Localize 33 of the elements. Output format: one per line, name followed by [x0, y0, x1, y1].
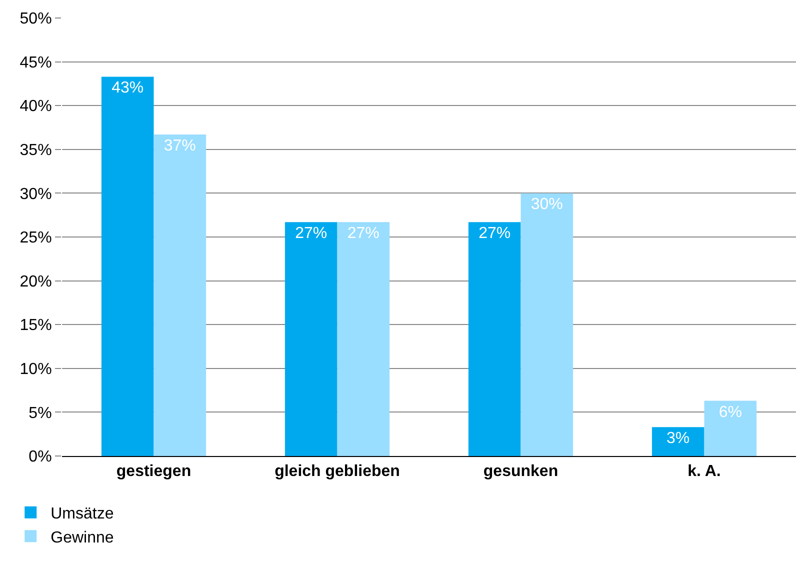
bar	[468, 222, 521, 456]
x-tick-label: k. A.	[688, 463, 721, 480]
y-tick-label: 45%	[20, 54, 52, 72]
x-tick-label: gleich geblieben	[274, 463, 400, 480]
data-label: 6%	[718, 404, 742, 421]
y-tick-label: 0%	[28, 448, 52, 466]
y-tick-label: 40%	[20, 98, 52, 116]
y-tick-label: 15%	[20, 317, 52, 334]
y-tick-label: 50%	[20, 10, 52, 28]
y-tick-label: 25%	[20, 230, 52, 247]
data-label: 3%	[666, 430, 690, 448]
data-label: 43%	[112, 80, 144, 97]
bar	[652, 427, 704, 456]
bar	[520, 193, 574, 456]
bar	[704, 400, 757, 456]
data-label: 27%	[347, 225, 380, 242]
bar	[154, 134, 206, 456]
data-label: 37%	[164, 138, 196, 155]
y-tick-label: 20%	[20, 273, 52, 290]
bar	[284, 222, 338, 456]
data-label: 27%	[478, 225, 511, 242]
x-tick-label: gestiegen	[116, 463, 192, 480]
legend-label: Gewinne	[50, 529, 114, 546]
bar	[101, 76, 154, 456]
y-tick-label: 30%	[20, 186, 52, 203]
y-tick-label: 10%	[20, 361, 52, 378]
data-label: 27%	[295, 225, 328, 242]
bar	[337, 222, 390, 456]
x-tick-label: gesunken	[483, 463, 558, 480]
y-tick-label: 5%	[28, 404, 52, 422]
y-tick-label: 35%	[20, 142, 52, 159]
legend-label: Umsätze	[50, 506, 114, 523]
data-label: 30%	[530, 196, 563, 214]
